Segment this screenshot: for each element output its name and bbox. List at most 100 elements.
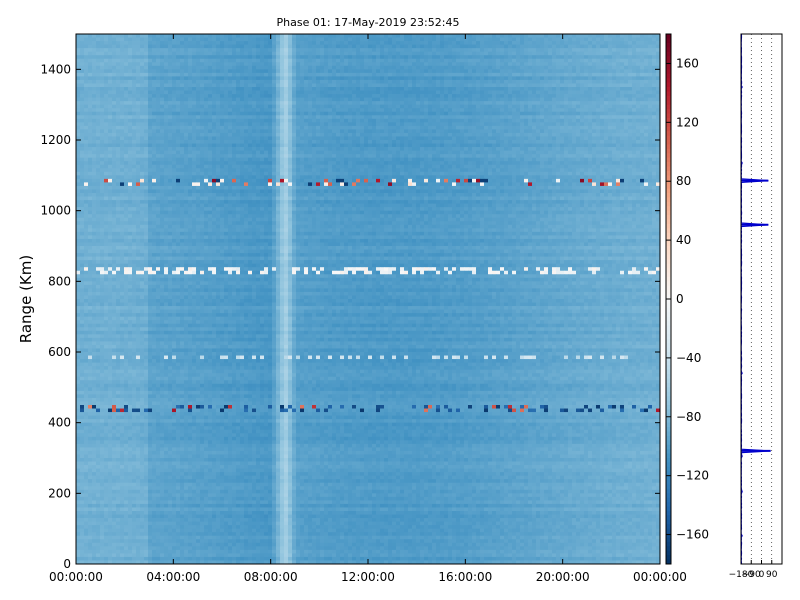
heatmap-cell <box>176 111 181 116</box>
heatmap-cell <box>92 129 97 134</box>
heatmap-cell <box>260 150 265 155</box>
heatmap-cell <box>212 129 217 134</box>
heatmap-cell <box>600 58 605 63</box>
heatmap-cell <box>84 147 89 151</box>
heatmap-cell <box>524 72 529 77</box>
heatmap-cell <box>656 83 661 88</box>
heatmap-cell <box>516 143 521 148</box>
heatmap-cell <box>608 69 613 74</box>
heatmap-cell <box>208 111 213 116</box>
heatmap-cell <box>412 34 417 38</box>
heatmap-cell <box>128 154 133 159</box>
heatmap-cell <box>344 58 349 63</box>
heatmap-cell <box>132 69 137 74</box>
heatmap-cell <box>140 129 145 134</box>
heatmap-cell <box>652 41 657 45</box>
heatmap-cell <box>144 87 149 91</box>
heatmap-cell <box>76 44 81 49</box>
heatmap-cell <box>344 62 349 67</box>
heatmap-cell <box>244 58 249 63</box>
heatmap-cell <box>384 90 389 95</box>
heatmap-cell <box>340 83 345 88</box>
heatmap-cell <box>200 118 205 123</box>
heatmap-cell <box>608 87 613 91</box>
heatmap-cell <box>320 65 325 70</box>
heatmap-cell <box>640 37 645 42</box>
heatmap-cell <box>264 97 269 102</box>
heatmap-cell <box>492 125 497 130</box>
heatmap-cell <box>516 150 521 155</box>
heatmap-cell <box>652 55 657 60</box>
heatmap-cell <box>588 150 593 155</box>
heatmap-cell <box>596 83 601 88</box>
heatmap-cell <box>104 132 109 137</box>
heatmap-cell <box>340 108 345 113</box>
heatmap-cell <box>544 122 549 127</box>
heatmap-cell <box>620 97 625 102</box>
heatmap-cell <box>220 129 225 134</box>
heatmap-cell <box>568 147 573 151</box>
heatmap-cell <box>292 90 297 95</box>
heatmap-cell <box>600 125 605 130</box>
heatmap-cell <box>540 150 545 155</box>
heatmap-cell <box>468 122 473 127</box>
heatmap-cell <box>152 122 157 127</box>
heatmap-cell <box>168 72 173 77</box>
heatmap-cell <box>132 94 137 98</box>
heatmap-cell <box>88 41 93 45</box>
heatmap-cell <box>236 94 241 98</box>
heatmap-cell <box>360 83 365 88</box>
heatmap-cell <box>652 101 657 106</box>
heatmap-cell <box>380 34 385 38</box>
heatmap-cell <box>404 150 409 155</box>
heatmap-cell <box>424 83 429 88</box>
heatmap-cell <box>572 34 577 38</box>
heatmap-cell <box>384 87 389 91</box>
heatmap-cell <box>444 87 449 91</box>
heatmap-cell <box>616 94 621 98</box>
heatmap-cell <box>436 147 441 151</box>
heatmap-cell <box>460 55 465 60</box>
heatmap-cell <box>76 41 81 45</box>
heatmap-cell <box>364 147 369 151</box>
heatmap-cell <box>112 44 117 49</box>
heatmap-cell <box>344 136 349 141</box>
heatmap-cell <box>632 122 637 127</box>
heatmap-cell <box>280 69 285 74</box>
heatmap-cell <box>480 58 485 63</box>
heatmap-cell <box>424 58 429 63</box>
heatmap-cell <box>468 41 473 45</box>
heatmap-cell <box>192 115 197 120</box>
heatmap-cell <box>360 37 365 42</box>
heatmap-cell <box>84 143 89 148</box>
heatmap-cell <box>512 125 517 130</box>
heatmap-cell <box>476 94 481 98</box>
heatmap-cell <box>268 101 273 106</box>
heatmap-cell <box>508 94 513 98</box>
heatmap-cell <box>408 140 413 144</box>
heatmap-cell <box>600 69 605 74</box>
heatmap-cell <box>524 111 529 116</box>
heatmap-cell <box>608 125 613 130</box>
heatmap-cell <box>448 97 453 102</box>
heatmap-cell <box>464 34 469 38</box>
heatmap-cell <box>456 58 461 63</box>
heatmap-cell <box>248 104 253 109</box>
heatmap-cell <box>280 94 285 98</box>
heatmap-cell <box>256 108 261 113</box>
heatmap-cell <box>236 118 241 123</box>
heatmap-cell <box>192 69 197 74</box>
heatmap-cell <box>356 37 361 42</box>
heatmap-cell <box>236 41 241 45</box>
heatmap-cell <box>544 83 549 88</box>
heatmap-cell <box>208 104 213 109</box>
heatmap-cell <box>204 94 209 98</box>
heatmap-cell <box>380 62 385 67</box>
heatmap-cell <box>580 118 585 123</box>
heatmap-cell <box>500 44 505 49</box>
heatmap-cell <box>384 44 389 49</box>
heatmap-cell <box>352 94 357 98</box>
heatmap-cell <box>204 55 209 60</box>
heatmap-cell <box>608 97 613 102</box>
heatmap-cell <box>608 37 613 42</box>
